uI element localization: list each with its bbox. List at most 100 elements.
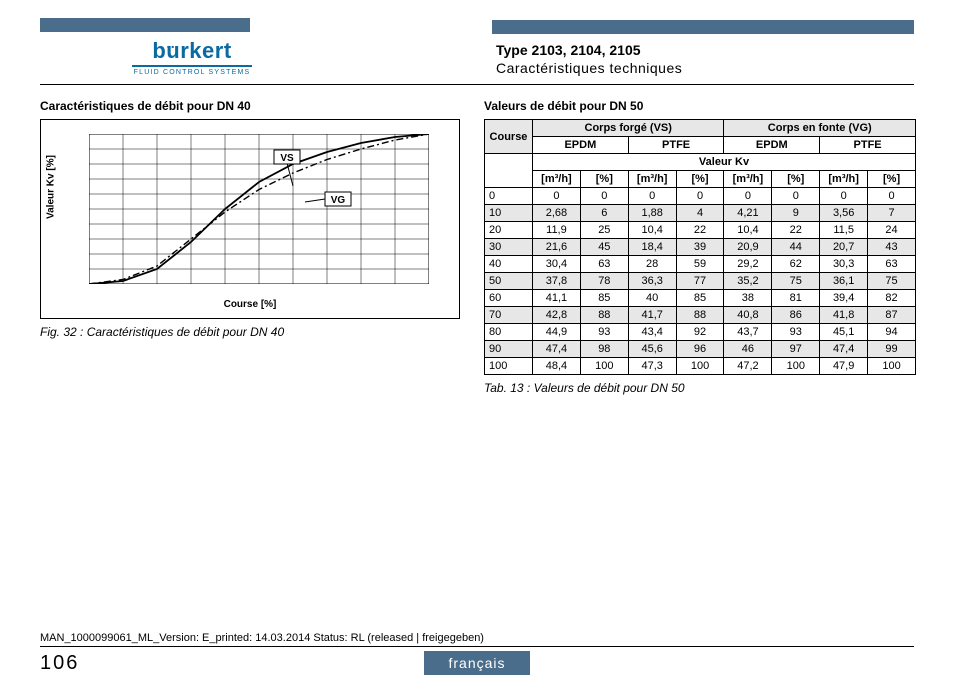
cell-value: 36,3 — [628, 273, 676, 290]
cell-value: 92 — [676, 324, 724, 341]
brand-logo: .. burkert FLUID CONTROL SYSTEMS — [132, 38, 252, 76]
cell-value: 86 — [772, 307, 820, 324]
cell-value: 47,9 — [820, 358, 868, 375]
cell-value: 9 — [772, 205, 820, 222]
cell-value: 78 — [580, 273, 628, 290]
cell-course: 90 — [485, 341, 533, 358]
cell-value: 40 — [628, 290, 676, 307]
cell-value: 38 — [724, 290, 772, 307]
th-unit-m3h: [m³/h] — [628, 171, 676, 188]
cell-value: 85 — [676, 290, 724, 307]
th-unit-pct: [%] — [676, 171, 724, 188]
cell-value: 63 — [580, 256, 628, 273]
logo-name-text: burkert — [152, 38, 231, 63]
logo-rule — [132, 65, 252, 67]
cell-value: 10,4 — [724, 222, 772, 239]
cell-value: 0 — [532, 188, 580, 205]
cell-value: 93 — [580, 324, 628, 341]
cell-value: 4 — [676, 205, 724, 222]
cell-value: 100 — [676, 358, 724, 375]
cell-course: 80 — [485, 324, 533, 341]
cell-value: 47,3 — [628, 358, 676, 375]
cell-value: 22 — [676, 222, 724, 239]
svg-text:VS: VS — [280, 153, 294, 164]
cell-course: 10 — [485, 205, 533, 222]
chart-x-axis-label: Course [%] — [224, 299, 277, 310]
doc-status-line: MAN_1000099061_ML_Version: E_printed: 14… — [40, 632, 914, 647]
th-blank — [485, 154, 533, 188]
cell-value: 87 — [868, 307, 916, 324]
figure-caption: Fig. 32 : Caractéristiques de débit pour… — [40, 325, 460, 339]
table-row: 2011,92510,42210,42211,524 — [485, 222, 916, 239]
header-bar-left — [40, 18, 250, 32]
cell-course: 40 — [485, 256, 533, 273]
th-course: Course — [485, 120, 533, 154]
cell-value: 88 — [580, 307, 628, 324]
cell-value: 43,7 — [724, 324, 772, 341]
table-row: 3021,64518,43920,94420,743 — [485, 239, 916, 256]
cell-value: 75 — [868, 273, 916, 290]
cell-value: 10,4 — [628, 222, 676, 239]
cell-value: 46 — [724, 341, 772, 358]
cell-value: 28 — [628, 256, 676, 273]
subtitle-line: Caractéristiques techniques — [496, 60, 914, 76]
table-row: 8044,99343,49243,79345,194 — [485, 324, 916, 341]
language-badge: français — [424, 651, 529, 675]
cell-value: 4,21 — [724, 205, 772, 222]
th-unit-pct: [%] — [580, 171, 628, 188]
table-caption: Tab. 13 : Valeurs de débit pour DN 50 — [484, 381, 916, 395]
cell-value: 43 — [868, 239, 916, 256]
cell-value: 41,1 — [532, 290, 580, 307]
cell-value: 3,56 — [820, 205, 868, 222]
th-unit-pct: [%] — [772, 171, 820, 188]
cell-value: 41,8 — [820, 307, 868, 324]
cell-value: 99 — [868, 341, 916, 358]
cell-value: 0 — [820, 188, 868, 205]
chart-y-axis-label: Valeur Kv [%] — [46, 155, 57, 219]
cell-value: 88 — [676, 307, 724, 324]
cell-value: 39 — [676, 239, 724, 256]
right-heading: Valeurs de débit pour DN 50 — [484, 99, 916, 113]
cell-value: 82 — [868, 290, 916, 307]
cell-value: 48,4 — [532, 358, 580, 375]
cell-value: 98 — [580, 341, 628, 358]
cell-course: 30 — [485, 239, 533, 256]
cell-value: 63 — [868, 256, 916, 273]
flow-chart-dn40: Valeur Kv [%] Course [%] VSVG — [40, 119, 460, 319]
cell-value: 77 — [676, 273, 724, 290]
cell-value: 40,8 — [724, 307, 772, 324]
cell-value: 42,8 — [532, 307, 580, 324]
cell-value: 21,6 — [532, 239, 580, 256]
cell-value: 35,2 — [724, 273, 772, 290]
cell-value: 41,7 — [628, 307, 676, 324]
cell-value: 29,2 — [724, 256, 772, 273]
logo-subtext: FLUID CONTROL SYSTEMS — [134, 69, 251, 76]
cell-value: 1,88 — [628, 205, 676, 222]
th-group-vg: Corps en fonte (VG) — [724, 120, 916, 137]
table-row: 5037,87836,37735,27536,175 — [485, 273, 916, 290]
table-row: 6041,1854085388139,482 — [485, 290, 916, 307]
cell-value: 43,4 — [628, 324, 676, 341]
th-vs-ptfe: PTFE — [628, 137, 724, 154]
cell-value: 25 — [580, 222, 628, 239]
cell-value: 18,4 — [628, 239, 676, 256]
cell-value: 85 — [580, 290, 628, 307]
cell-value: 0 — [868, 188, 916, 205]
cell-value: 0 — [772, 188, 820, 205]
cell-value: 30,4 — [532, 256, 580, 273]
th-group-vs: Corps forgé (VS) — [532, 120, 723, 137]
cell-value: 47,2 — [724, 358, 772, 375]
th-vg-epdm: EPDM — [724, 137, 820, 154]
cell-value: 45,1 — [820, 324, 868, 341]
cell-value: 30,3 — [820, 256, 868, 273]
cell-value: 47,4 — [820, 341, 868, 358]
th-vg-ptfe: PTFE — [820, 137, 916, 154]
cell-value: 37,8 — [532, 273, 580, 290]
chart-svg: VSVG — [89, 134, 429, 284]
cell-value: 94 — [868, 324, 916, 341]
table-row: 9047,49845,696469747,499 — [485, 341, 916, 358]
cell-course: 20 — [485, 222, 533, 239]
cell-course: 50 — [485, 273, 533, 290]
th-unit-m3h: [m³/h] — [724, 171, 772, 188]
logo-wordmark: .. burkert — [152, 38, 231, 64]
